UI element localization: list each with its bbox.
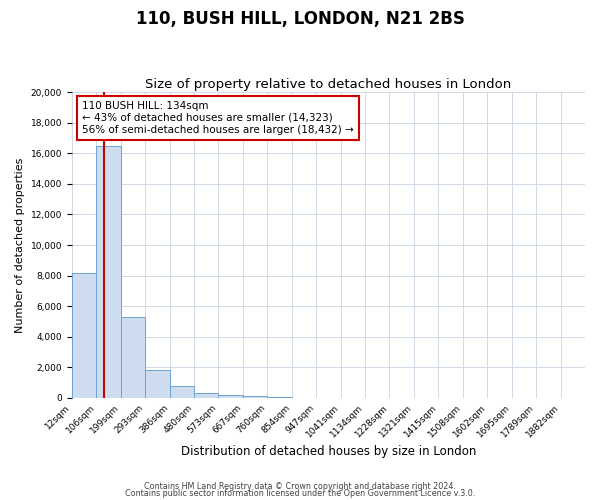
Text: 110 BUSH HILL: 134sqm
← 43% of detached houses are smaller (14,323)
56% of semi-: 110 BUSH HILL: 134sqm ← 43% of detached …: [82, 102, 354, 134]
Bar: [145, 370, 170, 398]
Bar: [218, 395, 243, 398]
Text: Contains public sector information licensed under the Open Government Licence v.: Contains public sector information licen…: [125, 489, 475, 498]
Bar: [243, 396, 267, 398]
Text: Contains HM Land Registry data © Crown copyright and database right 2024.: Contains HM Land Registry data © Crown c…: [144, 482, 456, 491]
Bar: [96, 146, 121, 398]
Text: 110, BUSH HILL, LONDON, N21 2BS: 110, BUSH HILL, LONDON, N21 2BS: [136, 10, 464, 28]
Y-axis label: Number of detached properties: Number of detached properties: [15, 158, 25, 332]
Bar: [170, 386, 194, 398]
Bar: [72, 272, 96, 398]
Title: Size of property relative to detached houses in London: Size of property relative to detached ho…: [145, 78, 512, 91]
Bar: [267, 396, 292, 398]
Bar: [121, 317, 145, 398]
Bar: [194, 394, 218, 398]
X-axis label: Distribution of detached houses by size in London: Distribution of detached houses by size …: [181, 444, 476, 458]
